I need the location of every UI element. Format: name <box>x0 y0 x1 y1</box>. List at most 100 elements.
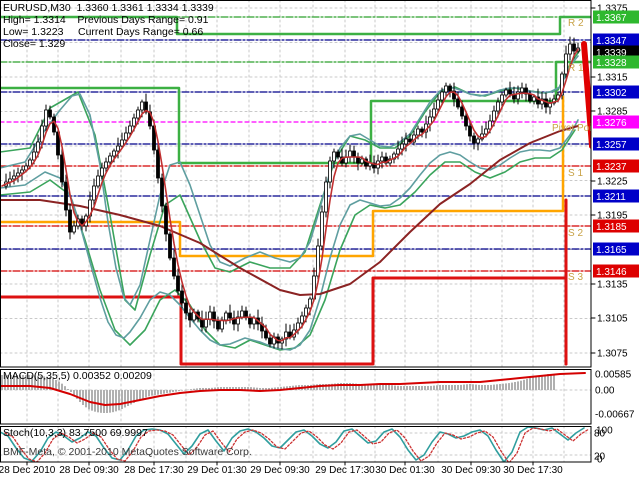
candle-body <box>24 165 28 171</box>
candle-body <box>120 139 124 147</box>
macd-bar <box>394 385 396 390</box>
macd-bar <box>82 390 84 405</box>
candle-body <box>528 93 532 102</box>
macd-bar <box>325 384 327 390</box>
macd-bar <box>217 387 219 390</box>
candle-body <box>180 290 184 304</box>
candle-body <box>12 175 16 180</box>
candle-body <box>228 312 232 319</box>
candle-body <box>184 302 188 314</box>
macd-bar <box>280 386 282 390</box>
macd-bar <box>208 388 210 390</box>
candle-body <box>440 91 444 101</box>
macd-bar <box>4 375 6 390</box>
candle-body <box>408 138 412 143</box>
macd-bar <box>436 385 438 390</box>
pivot-label: R 1 <box>568 63 584 74</box>
macd-bar <box>445 385 447 390</box>
candle-body <box>476 138 480 144</box>
macd-bar <box>193 388 195 390</box>
macd-bar <box>538 376 540 390</box>
candle-body <box>456 98 460 108</box>
candle-body <box>572 43 576 52</box>
candle-body <box>508 89 512 95</box>
macd-bar <box>529 378 531 390</box>
price-tick-label: 1.3315 <box>597 73 628 84</box>
macd-bar <box>472 384 474 390</box>
macd-bar <box>256 387 258 390</box>
candle-body <box>16 172 20 177</box>
candle-body <box>336 151 340 158</box>
macd-bar <box>142 390 144 399</box>
macd-bar <box>277 387 279 390</box>
macd-bar <box>517 381 519 390</box>
macd-bar <box>103 390 105 413</box>
macd-bar <box>268 388 270 390</box>
candle-body <box>204 318 208 328</box>
candle-body <box>176 275 180 292</box>
price-box <box>593 264 639 278</box>
panel-border <box>0 0 592 368</box>
macd-bar <box>31 375 33 390</box>
candle-body <box>520 87 524 93</box>
candle-body <box>72 225 76 233</box>
candle-body <box>496 101 500 112</box>
macd-bar <box>49 377 51 390</box>
macd-bar <box>523 379 525 390</box>
candle-body <box>104 161 108 169</box>
macd-bar <box>52 378 54 390</box>
candle-body <box>428 116 432 125</box>
macd-bar <box>457 385 459 390</box>
candles-layer <box>4 36 580 350</box>
macd-bar <box>385 385 387 390</box>
candle-body <box>264 330 268 339</box>
macd-bar <box>484 385 486 390</box>
macd-bar <box>91 390 93 411</box>
candle-body <box>300 315 304 324</box>
macd-bar <box>241 387 243 390</box>
price-tick-label: 1.3105 <box>597 314 628 325</box>
macd-bar <box>403 386 405 390</box>
stoch-indicator-label: Stoch(10,3,3) 83.7500 69.9997 <box>3 427 148 439</box>
macd-bar <box>235 387 237 390</box>
price-box <box>593 33 639 47</box>
candle-body <box>484 128 488 135</box>
macd-bar <box>352 383 354 390</box>
candle-body <box>48 109 52 118</box>
macd-bar <box>499 384 501 390</box>
trend-arrow-stroke <box>589 131 591 149</box>
price-tick-label: 1.3075 <box>597 349 628 360</box>
macd-bar <box>493 384 495 390</box>
macd-axis-label: -0.00667 <box>595 410 635 421</box>
macd-bar <box>136 390 138 402</box>
macd-bar <box>469 384 471 390</box>
macd-bar <box>139 390 141 400</box>
macd-bar <box>220 387 222 390</box>
candle-body <box>128 125 132 134</box>
macd-bar <box>508 383 510 390</box>
macd-bar <box>355 383 357 390</box>
macd-bar <box>253 387 255 390</box>
macd-bar <box>118 390 120 411</box>
candle-body <box>348 150 352 158</box>
macd-bar <box>70 390 72 392</box>
low-range-line: Low= 1.3223 Current Days Range= 0.66 <box>3 26 204 38</box>
macd-bar <box>190 389 192 390</box>
macd-bar <box>259 388 261 390</box>
candle-body <box>132 117 136 127</box>
candle-body <box>236 316 240 325</box>
macd-bar <box>115 390 117 412</box>
macd-bar <box>424 386 426 390</box>
candle-body <box>564 53 568 75</box>
macd-bar <box>541 375 543 390</box>
candle-body <box>100 167 104 177</box>
macd-bar <box>34 375 36 390</box>
candle-body <box>404 138 408 145</box>
price-box <box>593 242 639 256</box>
macd-bar <box>496 384 498 390</box>
candle-body <box>144 101 148 113</box>
teal-band-upper <box>0 55 579 306</box>
candle-body <box>112 150 116 157</box>
macd-bar <box>364 384 366 390</box>
